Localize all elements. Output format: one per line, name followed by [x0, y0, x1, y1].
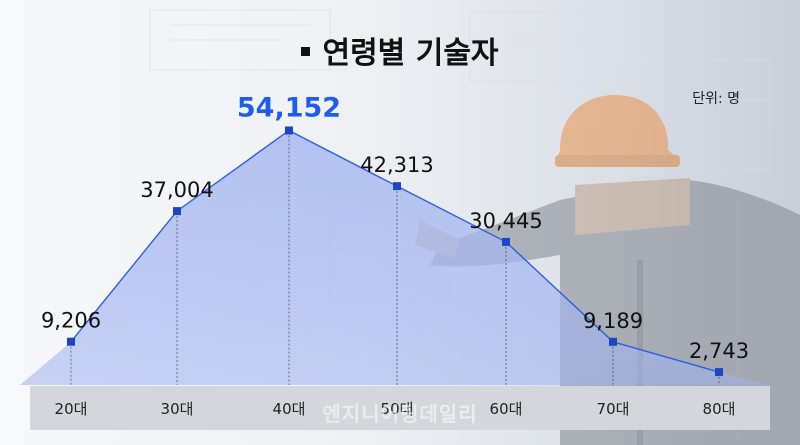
x-axis-band — [30, 386, 770, 430]
x-tick-label-5: 70대 — [597, 400, 630, 418]
x-tick-label-3: 50대 — [381, 400, 414, 418]
data-label-5: 9,189 — [583, 309, 643, 333]
unit-label: 단위: 명 — [692, 91, 740, 107]
x-tick-label-2: 40대 — [273, 400, 306, 418]
x-tick-label-6: 80대 — [703, 400, 736, 418]
data-point-5 — [609, 337, 617, 346]
data-label-2: 54,152 — [237, 92, 341, 123]
data-point-4 — [502, 237, 510, 246]
data-label-6: 2,743 — [689, 339, 749, 363]
data-label-3: 42,313 — [360, 153, 433, 177]
area-fill — [20, 130, 770, 385]
chart-title-text: 연령별 기술자 — [322, 36, 499, 71]
data-point-3 — [393, 182, 401, 191]
x-tick-label-1: 30대 — [161, 400, 194, 418]
title-bullet — [301, 47, 311, 56]
data-point-0 — [67, 337, 75, 346]
data-label-1: 37,004 — [140, 178, 213, 202]
watermark: 엔지니어링데일리 — [322, 402, 478, 426]
data-label-4: 30,445 — [469, 209, 542, 233]
chart-title: 연령별 기술자 — [0, 28, 800, 72]
data-label-0: 9,206 — [41, 309, 101, 333]
data-point-1 — [173, 207, 181, 216]
x-tick-label-4: 60대 — [490, 400, 523, 418]
data-point-2 — [285, 126, 293, 135]
x-tick-label-0: 20대 — [55, 400, 88, 418]
data-point-6 — [715, 368, 723, 377]
